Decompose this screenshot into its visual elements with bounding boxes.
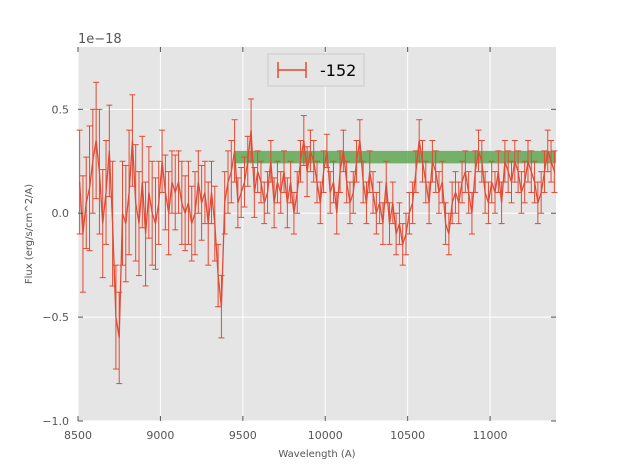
legend-label: -152 (320, 61, 356, 80)
offset-label: 1e−18 (78, 32, 122, 47)
legend: -152 (267, 53, 365, 87)
x-tick-label: 10000 (308, 429, 343, 442)
y-tick-label: 0.0 (52, 207, 70, 220)
x-axis-label: Wavelength (A) (278, 449, 355, 460)
y-tick-labels: 0.5 0.0 −0.5 −1.0 (42, 103, 69, 428)
x-tick-label: 9000 (146, 429, 174, 442)
x-tick-label: 11000 (473, 429, 508, 442)
series-layer (76, 81, 558, 385)
x-tick-label: 10500 (390, 429, 425, 442)
plot-background (78, 47, 556, 421)
y-axis-label: Flux (erg/s/cm^2/A) (24, 184, 35, 284)
y-tick-label: 0.5 (52, 103, 70, 116)
series-line (78, 130, 556, 339)
y-tick-label: −1.0 (42, 415, 69, 428)
axes-layer (77, 47, 556, 422)
x-tick-label: 8500 (64, 429, 92, 442)
y-tick-label: −0.5 (42, 311, 69, 324)
legend-marker (277, 62, 307, 78)
x-tick-label: 9500 (229, 429, 257, 442)
error-bar (76, 129, 83, 235)
x-tick-labels: 8500 9000 9500 10000 10500 11000 (64, 429, 508, 442)
